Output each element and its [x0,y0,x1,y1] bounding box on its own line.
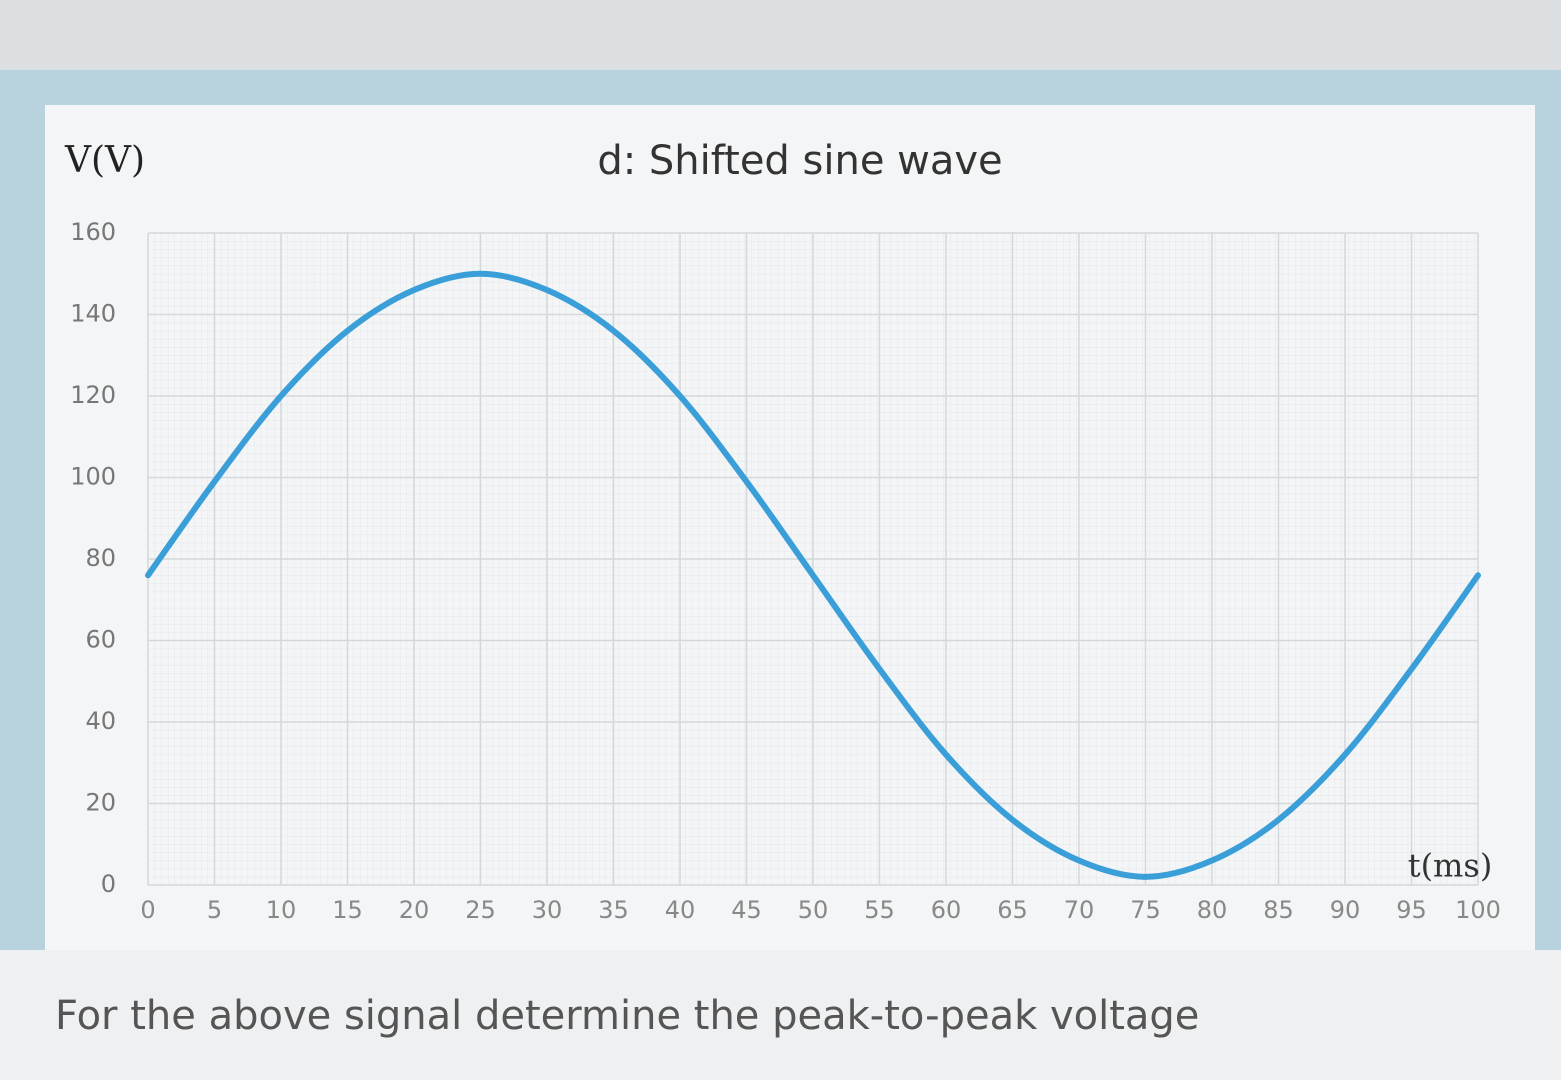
x-tick-label: 100 [1455,896,1501,924]
x-tick-label: 65 [997,896,1028,924]
x-tick-label: 60 [931,896,962,924]
x-tick-label: 25 [465,896,496,924]
x-tick-label: 70 [1064,896,1095,924]
x-tick-label: 45 [731,896,762,924]
x-tick-label: 35 [598,896,629,924]
x-tick-label: 0 [140,896,155,924]
y-axis-label: V(V) [64,140,145,181]
y-tick-label: 100 [70,463,116,491]
x-tick-label: 20 [399,896,430,924]
question: For the above signal determine the peak-… [55,993,1199,1039]
y-tick-label: 120 [70,381,116,409]
plot: 0 20 40 60 80 100 120 140 160 0 5 10 15 20 25 30 35 40 45 5… [70,218,1501,924]
chart-title: d: Shifted sine wave [597,138,1002,184]
line [145,270,1481,880]
y-tick-label: 160 [70,218,116,246]
x-tick-label: 80 [1197,896,1228,924]
x-tick-label: 55 [864,896,895,924]
y-tick-label: 60 [85,626,116,654]
top-bar [0,0,1561,70]
x-tick-label: 50 [798,896,829,924]
y-tick-label: 40 [85,707,116,735]
x-tick-label: 85 [1263,896,1294,924]
x-axis-label: t(ms) [1408,847,1493,885]
question-panel [0,950,1561,1080]
x-tick-label: 40 [665,896,696,924]
y-tick-label: 0 [101,870,116,898]
x-tick-label: 30 [532,896,563,924]
x-tick-label: 10 [266,896,297,924]
x-tick-label: 95 [1396,896,1427,924]
x-tick-label: 90 [1330,896,1361,924]
y-tick-label: 80 [85,544,116,572]
y-tick-label: 140 [70,300,116,328]
y-tick-label: 20 [85,789,116,817]
x-tick-label: 75 [1130,896,1161,924]
x-tick-label: 15 [332,896,363,924]
x-tick-label: 5 [207,896,222,924]
